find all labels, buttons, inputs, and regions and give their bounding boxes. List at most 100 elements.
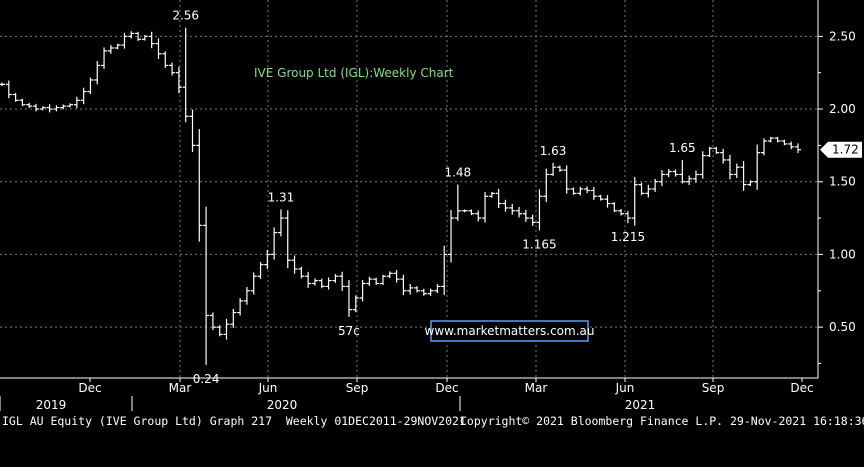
ohlc-bar bbox=[53, 105, 60, 112]
ohlc-bar bbox=[209, 312, 216, 331]
price-annotation: 2.56 bbox=[172, 9, 199, 23]
ohlc-bar bbox=[754, 144, 761, 190]
ohlc-bar bbox=[203, 206, 210, 365]
ohlc-bar bbox=[645, 184, 652, 198]
ohlc-bar bbox=[434, 284, 441, 294]
watermark-text: www.marketmatters.com.au bbox=[425, 324, 595, 338]
ohlc-bar bbox=[196, 129, 203, 242]
ohlc-bar bbox=[590, 186, 597, 200]
ohlc-bar bbox=[427, 288, 434, 296]
price-annotation: 57c bbox=[338, 324, 360, 338]
ohlc-bar bbox=[740, 161, 747, 191]
ohlc-bar bbox=[618, 209, 625, 216]
ohlc-bar bbox=[509, 203, 516, 215]
ohlc-bar bbox=[175, 66, 182, 94]
ohlc-bar bbox=[563, 165, 570, 194]
x-year-label: 2019 bbox=[36, 398, 67, 411]
price-annotation: 1.48 bbox=[444, 166, 471, 180]
ohlc-bar bbox=[284, 210, 291, 269]
x-axis: Dec Mar Jun Sep Dec Mar Jun Sep Dec 2019 2020 2021 bbox=[0, 377, 818, 411]
ohlc-bar bbox=[114, 43, 121, 50]
ohlc-bar bbox=[223, 318, 230, 340]
price-annotation: 1.165 bbox=[522, 237, 556, 251]
ohlc-bar bbox=[774, 136, 781, 143]
ohlc-bar bbox=[550, 162, 557, 176]
ohlc-bar bbox=[94, 61, 101, 85]
ohlc-bar bbox=[182, 27, 189, 123]
watermark-badge[interactable]: www.marketmatters.com.au bbox=[425, 320, 595, 342]
ohlc-bar bbox=[488, 191, 495, 198]
y-tick-label: 1.50 bbox=[829, 175, 856, 189]
price-chart: 0.50 1.00 1.50 2.00 2.50 Dec Mar Jun Sep Dec Mar J… bbox=[0, 0, 862, 411]
ohlc-bar bbox=[148, 31, 155, 49]
ohlc-bar bbox=[556, 165, 563, 172]
ohlc-bar bbox=[679, 159, 686, 184]
ohlc-bar bbox=[393, 269, 400, 283]
ohlc-bar bbox=[672, 169, 679, 177]
ohlc-bar bbox=[352, 295, 359, 313]
ohlc-bar bbox=[250, 272, 257, 295]
footer-left: IGL AU Equity (IVE Group Ltd) Graph 217 … bbox=[2, 414, 466, 428]
ohlc-bar bbox=[141, 35, 148, 41]
ohlc-bar bbox=[162, 51, 169, 68]
ohlc-bar bbox=[379, 274, 386, 285]
ohlc-bar bbox=[597, 194, 604, 201]
y-tick-label: 2.50 bbox=[829, 29, 856, 43]
ohlc-bar bbox=[26, 102, 33, 108]
ohlc-bar bbox=[386, 271, 393, 279]
ohlc-bar bbox=[611, 202, 618, 213]
ohlc-bar bbox=[692, 170, 699, 183]
annotations: 2.56 0.24 1.31 57c 1.48 1.63 1.165 1.215 1.65 bbox=[172, 9, 695, 386]
ohlc-bar bbox=[570, 187, 577, 195]
ohlc-bar bbox=[420, 288, 427, 296]
ohlc-bar bbox=[454, 184, 461, 221]
ohlc-bar bbox=[5, 80, 12, 99]
ohlc-bar bbox=[80, 87, 87, 105]
ohlc-bar bbox=[788, 141, 795, 150]
ohlc-bar bbox=[345, 279, 352, 317]
ohlc-bar bbox=[373, 277, 380, 285]
ohlc-bar bbox=[332, 274, 339, 283]
x-tick-label: Sep bbox=[702, 381, 725, 395]
ohlc-bar bbox=[522, 209, 529, 222]
footer-timestamp: 29-Nov-2021 16:18:36 bbox=[730, 414, 864, 428]
ohlc-bar bbox=[216, 325, 223, 337]
x-tick-label: Sep bbox=[346, 381, 369, 395]
price-annotation: 1.65 bbox=[669, 141, 696, 155]
ohlc-bar bbox=[318, 278, 325, 289]
ohlc-bar bbox=[760, 138, 767, 156]
ohlc-bar bbox=[529, 214, 536, 226]
ohlc-bar bbox=[73, 96, 80, 109]
ohlc-bar bbox=[543, 168, 550, 203]
ohlc-bar bbox=[33, 103, 40, 112]
price-annotation: 1.31 bbox=[268, 190, 295, 204]
last-price-marker: 1.72 bbox=[820, 141, 862, 158]
x-tick-label: Mar bbox=[525, 381, 548, 395]
ohlc-bar bbox=[121, 32, 128, 49]
ohlc-bar bbox=[237, 298, 244, 316]
ohlc-bar bbox=[264, 249, 271, 270]
ohlc-bar bbox=[414, 286, 421, 293]
x-tick-label: Dec bbox=[78, 381, 101, 395]
ohlc-bar bbox=[277, 209, 284, 237]
ohlc-bar bbox=[795, 143, 801, 154]
ohlc-bar bbox=[699, 151, 706, 179]
ohlc-bar bbox=[652, 178, 659, 192]
ohlc-bar bbox=[257, 261, 264, 279]
ohlc-bar bbox=[475, 210, 482, 222]
ohlc-bar bbox=[12, 93, 19, 102]
y-axis: 0.50 1.00 1.50 2.00 2.50 bbox=[817, 0, 856, 378]
ohlc-bar bbox=[461, 209, 468, 213]
ohlc-bar bbox=[468, 209, 475, 216]
ohlc-bar bbox=[495, 188, 502, 209]
ohlc-bar bbox=[291, 255, 298, 274]
ohlc-bar bbox=[169, 62, 176, 76]
ohlc-bar bbox=[101, 47, 108, 69]
ohlc-bar bbox=[230, 308, 237, 328]
ohlc-bar bbox=[407, 284, 414, 295]
ohlc-bar bbox=[604, 195, 611, 208]
ohlc-bar bbox=[366, 276, 373, 286]
last-price-label: 1.72 bbox=[832, 143, 859, 157]
x-year-label: 2021 bbox=[625, 398, 656, 411]
x-tick-label: Dec bbox=[435, 381, 458, 395]
